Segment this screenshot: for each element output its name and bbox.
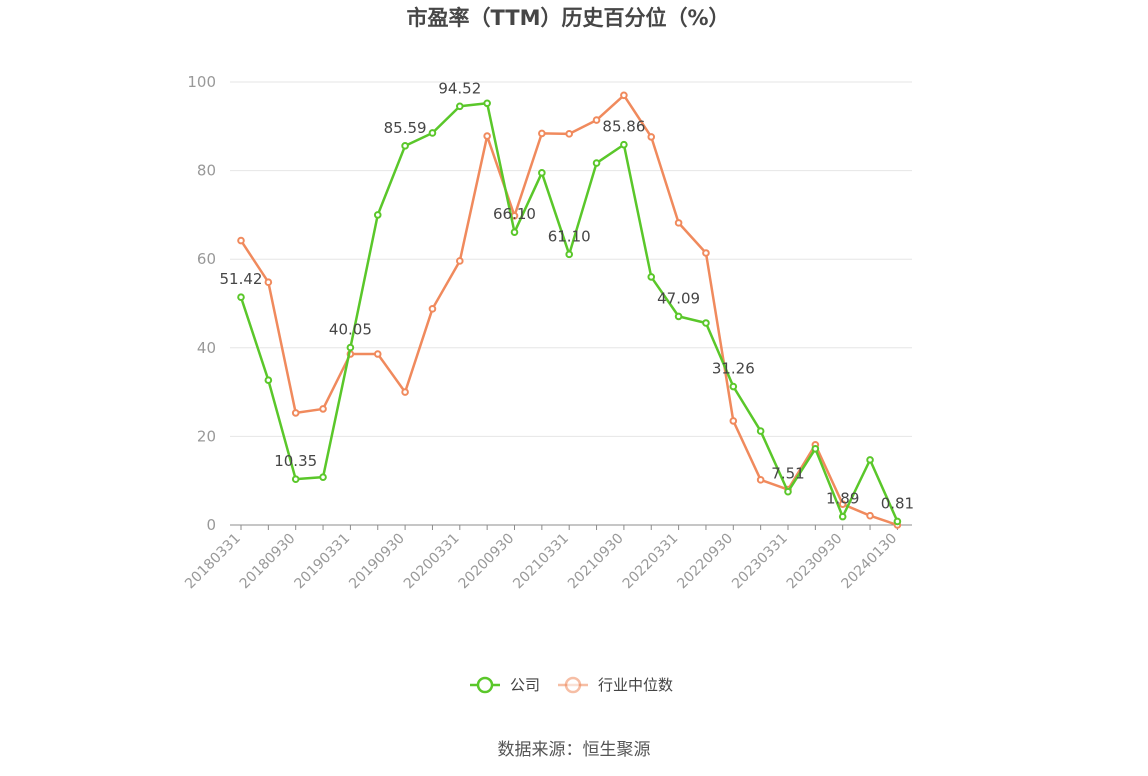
legend-company-label: 公司 bbox=[510, 676, 540, 694]
data-point[interactable] bbox=[319, 405, 327, 413]
series-line bbox=[239, 94, 898, 527]
chart-title: 市盈率（TTM）历史百分位（%） bbox=[406, 6, 729, 30]
data-point[interactable] bbox=[866, 511, 874, 520]
x-tick-label: 20210930 bbox=[565, 531, 627, 593]
data-point[interactable] bbox=[428, 305, 437, 313]
grid-lines bbox=[230, 81, 912, 437]
data-point[interactable] bbox=[756, 476, 765, 484]
data-label: 31.26 bbox=[712, 360, 755, 378]
y-tick-label: 40 bbox=[197, 339, 216, 357]
y-tick-label: 20 bbox=[197, 427, 216, 445]
data-point[interactable] bbox=[483, 99, 491, 108]
legend-item-company[interactable]: 公司 bbox=[470, 676, 540, 694]
data-label: 51.42 bbox=[220, 270, 263, 288]
data-point[interactable] bbox=[291, 475, 300, 483]
data-point[interactable] bbox=[373, 350, 382, 358]
x-tick-label: 20220930 bbox=[674, 531, 736, 593]
data-point[interactable] bbox=[538, 129, 546, 138]
x-tick-label: 20200930 bbox=[456, 531, 518, 593]
data-point[interactable] bbox=[319, 473, 327, 481]
series-industry-median bbox=[237, 91, 902, 529]
data-label: 10.35 bbox=[274, 452, 317, 470]
data-point[interactable] bbox=[237, 293, 245, 302]
y-axis-ticks: 0 20 40 60 80 100 bbox=[187, 73, 216, 534]
y-tick-label: 100 bbox=[187, 73, 216, 91]
data-point[interactable] bbox=[592, 159, 601, 167]
data-label: 1.89 bbox=[826, 490, 859, 508]
data-point[interactable] bbox=[729, 417, 738, 425]
data-point[interactable] bbox=[456, 102, 464, 111]
x-tick-label: 20210331 bbox=[510, 531, 572, 593]
data-point[interactable] bbox=[428, 129, 437, 137]
data-label: 61.10 bbox=[548, 227, 591, 245]
legend-company-marker bbox=[476, 676, 494, 694]
data-point[interactable] bbox=[674, 312, 683, 321]
data-point[interactable] bbox=[756, 427, 765, 435]
legend-industry-label: 行业中位数 bbox=[598, 676, 673, 694]
data-point[interactable] bbox=[264, 376, 273, 384]
data-point[interactable] bbox=[510, 228, 519, 236]
data-point[interactable] bbox=[291, 409, 300, 417]
data-point[interactable] bbox=[565, 130, 574, 138]
y-tick-label: 80 bbox=[197, 162, 216, 180]
data-point[interactable] bbox=[483, 132, 491, 140]
data-point[interactable] bbox=[565, 250, 574, 259]
data-label: 85.59 bbox=[384, 119, 427, 137]
data-point[interactable] bbox=[893, 517, 902, 526]
data-point[interactable] bbox=[620, 140, 628, 149]
x-tick-label: 20180930 bbox=[237, 531, 299, 593]
x-tick-label: 20230930 bbox=[784, 531, 846, 593]
series-company bbox=[237, 99, 902, 526]
legend-item-industry-median[interactable]: 行业中位数 bbox=[558, 676, 673, 694]
y-tick-label: 0 bbox=[206, 516, 216, 534]
x-tick-label: 20230331 bbox=[729, 531, 791, 593]
data-point[interactable] bbox=[401, 388, 409, 396]
data-point[interactable] bbox=[592, 116, 601, 124]
data-labels: 51.42 10.35 40.05 85.59 94.52 66.10 61.10 85.86… bbox=[220, 79, 915, 512]
data-point[interactable] bbox=[620, 91, 628, 100]
series-line bbox=[239, 102, 899, 522]
data-label: 47.09 bbox=[657, 289, 700, 307]
data-point[interactable] bbox=[838, 500, 847, 508]
data-point[interactable] bbox=[866, 456, 874, 464]
data-point[interactable] bbox=[264, 278, 273, 287]
x-tick-label: 20190331 bbox=[292, 531, 354, 593]
data-point[interactable] bbox=[784, 487, 792, 496]
y-tick-label: 60 bbox=[197, 250, 216, 268]
x-tick-label: 20180331 bbox=[182, 531, 244, 593]
data-label: 0.81 bbox=[881, 494, 914, 512]
data-point[interactable] bbox=[401, 142, 409, 150]
data-point[interactable] bbox=[647, 273, 656, 281]
data-label: 85.86 bbox=[602, 118, 645, 136]
data-point[interactable] bbox=[702, 249, 710, 257]
data-label: 7.51 bbox=[771, 465, 804, 483]
data-point[interactable] bbox=[647, 133, 656, 141]
data-label: 94.52 bbox=[438, 79, 481, 97]
data-point[interactable] bbox=[346, 343, 355, 352]
data-point[interactable] bbox=[838, 512, 847, 521]
x-tick-label: 20190930 bbox=[346, 531, 408, 593]
data-point[interactable] bbox=[811, 445, 820, 453]
data-point[interactable] bbox=[237, 236, 245, 245]
x-tick-label: 20200331 bbox=[401, 531, 463, 593]
data-point[interactable] bbox=[702, 319, 710, 327]
series-lines bbox=[237, 91, 902, 529]
x-tick-label: 20220331 bbox=[620, 531, 682, 593]
legend: 公司 行业中位数 bbox=[470, 676, 673, 694]
data-point[interactable] bbox=[538, 169, 546, 177]
x-axis: 2018033120180930201903312019093020200331… bbox=[182, 524, 912, 593]
data-label: 40.05 bbox=[329, 321, 372, 339]
data-point[interactable] bbox=[456, 257, 464, 265]
data-point[interactable] bbox=[674, 219, 683, 227]
data-point[interactable] bbox=[373, 211, 382, 219]
x-tick-label: 20240130 bbox=[839, 531, 901, 593]
source-note: 数据来源：恒生聚源 bbox=[498, 740, 651, 760]
legend-industry-marker bbox=[564, 676, 582, 694]
data-label: 66.10 bbox=[493, 205, 536, 223]
data-point[interactable] bbox=[729, 382, 738, 391]
